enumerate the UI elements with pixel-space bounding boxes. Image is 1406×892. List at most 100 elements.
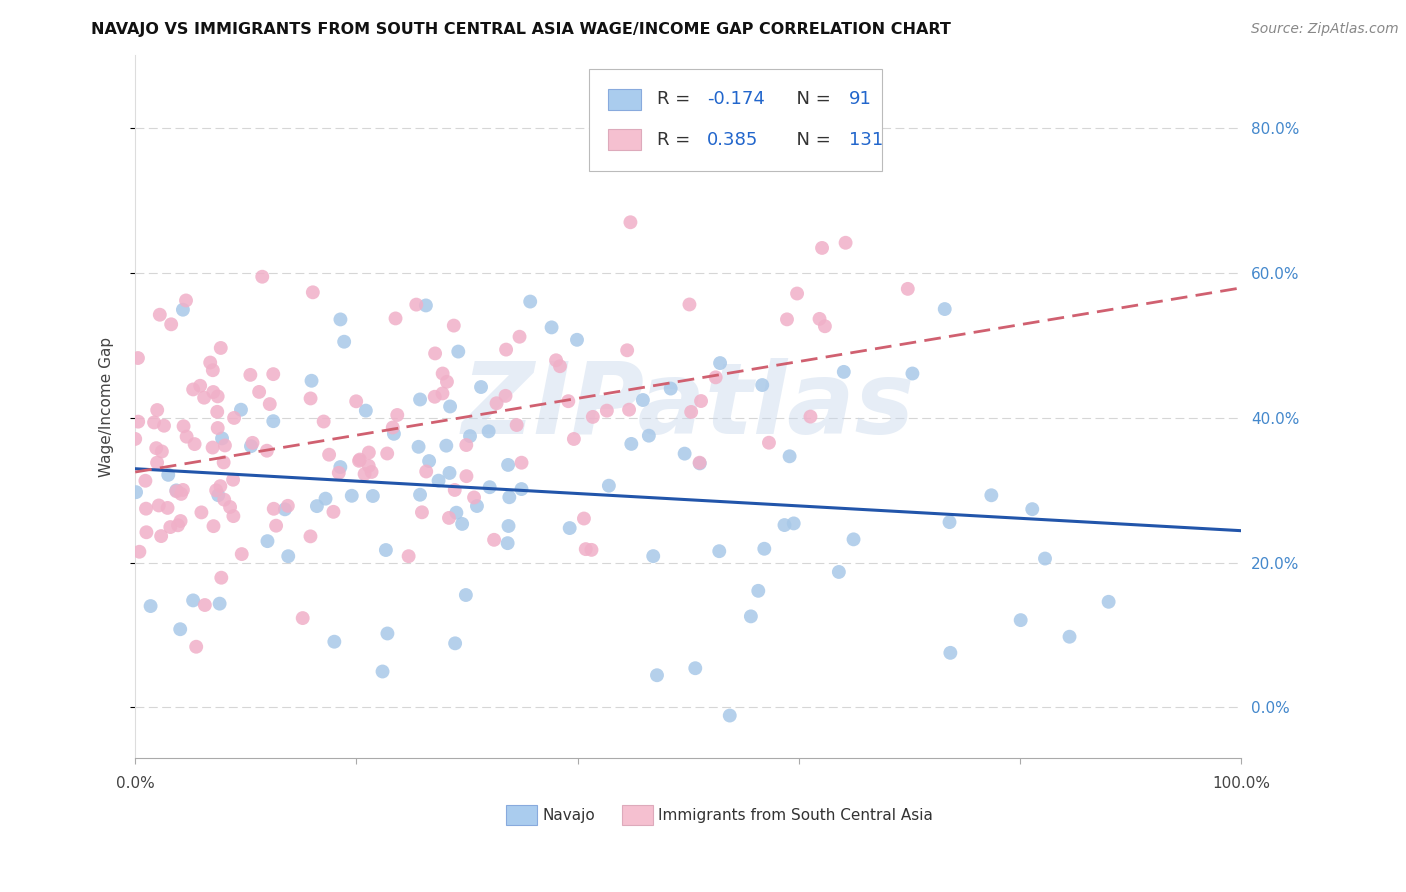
- Point: [208, 597, 231, 611]
- Point: [207, 488, 229, 502]
- Point: [312, 415, 335, 429]
- Point: [127, 415, 149, 429]
- Point: [160, 318, 183, 332]
- Point: [167, 518, 190, 533]
- Point: [172, 483, 194, 497]
- Point: [463, 491, 485, 505]
- Point: [256, 443, 278, 458]
- Point: [617, 402, 640, 417]
- Point: [645, 668, 668, 682]
- Point: [181, 383, 204, 397]
- Point: [382, 426, 405, 441]
- Point: [231, 547, 253, 561]
- Point: [211, 431, 233, 445]
- Point: [229, 402, 252, 417]
- Point: [811, 241, 834, 255]
- Point: [799, 409, 821, 424]
- Point: [322, 505, 344, 519]
- Point: [209, 341, 232, 355]
- Point: [146, 456, 169, 470]
- Point: [262, 414, 284, 428]
- FancyBboxPatch shape: [621, 805, 652, 825]
- Point: [124, 432, 146, 446]
- Point: [828, 565, 851, 579]
- Point: [505, 417, 527, 432]
- Point: [709, 544, 731, 558]
- Point: [127, 351, 149, 365]
- Text: Immigrants from South Central Asia: Immigrants from South Central Asia: [658, 808, 934, 823]
- Point: [156, 500, 179, 515]
- Point: [558, 521, 581, 535]
- Point: [496, 536, 519, 550]
- Point: [212, 492, 235, 507]
- Point: [659, 382, 682, 396]
- Point: [689, 456, 711, 470]
- Point: [432, 367, 454, 381]
- Point: [169, 622, 191, 636]
- Text: -0.174: -0.174: [707, 90, 765, 109]
- Point: [444, 636, 467, 650]
- Point: [398, 549, 420, 564]
- Point: [193, 391, 215, 405]
- Point: [510, 456, 533, 470]
- Point: [572, 511, 595, 525]
- Point: [186, 640, 208, 654]
- Point: [443, 318, 465, 333]
- Point: [582, 409, 605, 424]
- Point: [834, 235, 856, 250]
- Point: [751, 378, 773, 392]
- Point: [207, 389, 229, 403]
- Point: [264, 518, 287, 533]
- Point: [619, 215, 641, 229]
- Point: [301, 285, 323, 300]
- Point: [485, 396, 508, 410]
- Point: [181, 593, 204, 607]
- Point: [259, 397, 281, 411]
- Point: [470, 380, 492, 394]
- Point: [673, 447, 696, 461]
- Point: [190, 505, 212, 519]
- Point: [1010, 613, 1032, 627]
- Point: [377, 626, 399, 640]
- Point: [277, 499, 299, 513]
- Point: [411, 505, 433, 519]
- Text: 91: 91: [849, 90, 872, 109]
- Point: [598, 479, 620, 493]
- Point: [423, 346, 446, 360]
- Point: [159, 520, 181, 534]
- Point: [544, 353, 567, 368]
- Point: [148, 499, 170, 513]
- Point: [439, 400, 461, 414]
- Point: [318, 448, 340, 462]
- Point: [1097, 595, 1119, 609]
- Point: [200, 355, 222, 369]
- Point: [938, 515, 960, 529]
- Text: 0.385: 0.385: [707, 130, 758, 148]
- Point: [718, 708, 741, 723]
- Point: [277, 549, 299, 564]
- Point: [432, 386, 454, 401]
- Point: [202, 519, 225, 533]
- Point: [897, 282, 920, 296]
- Point: [315, 491, 337, 506]
- Point: [361, 489, 384, 503]
- Point: [174, 293, 197, 308]
- Point: [214, 438, 236, 452]
- Text: N =: N =: [785, 130, 837, 148]
- Point: [202, 384, 225, 399]
- Point: [328, 466, 350, 480]
- Point: [153, 418, 176, 433]
- Point: [374, 543, 396, 558]
- Point: [387, 408, 409, 422]
- Point: [575, 542, 598, 557]
- Point: [176, 430, 198, 444]
- Point: [496, 458, 519, 472]
- Point: [540, 320, 562, 334]
- Point: [478, 480, 501, 494]
- Point: [145, 441, 167, 455]
- Point: [157, 467, 180, 482]
- Point: [207, 421, 229, 435]
- Point: [381, 420, 404, 434]
- FancyBboxPatch shape: [589, 70, 882, 171]
- Point: [456, 469, 478, 483]
